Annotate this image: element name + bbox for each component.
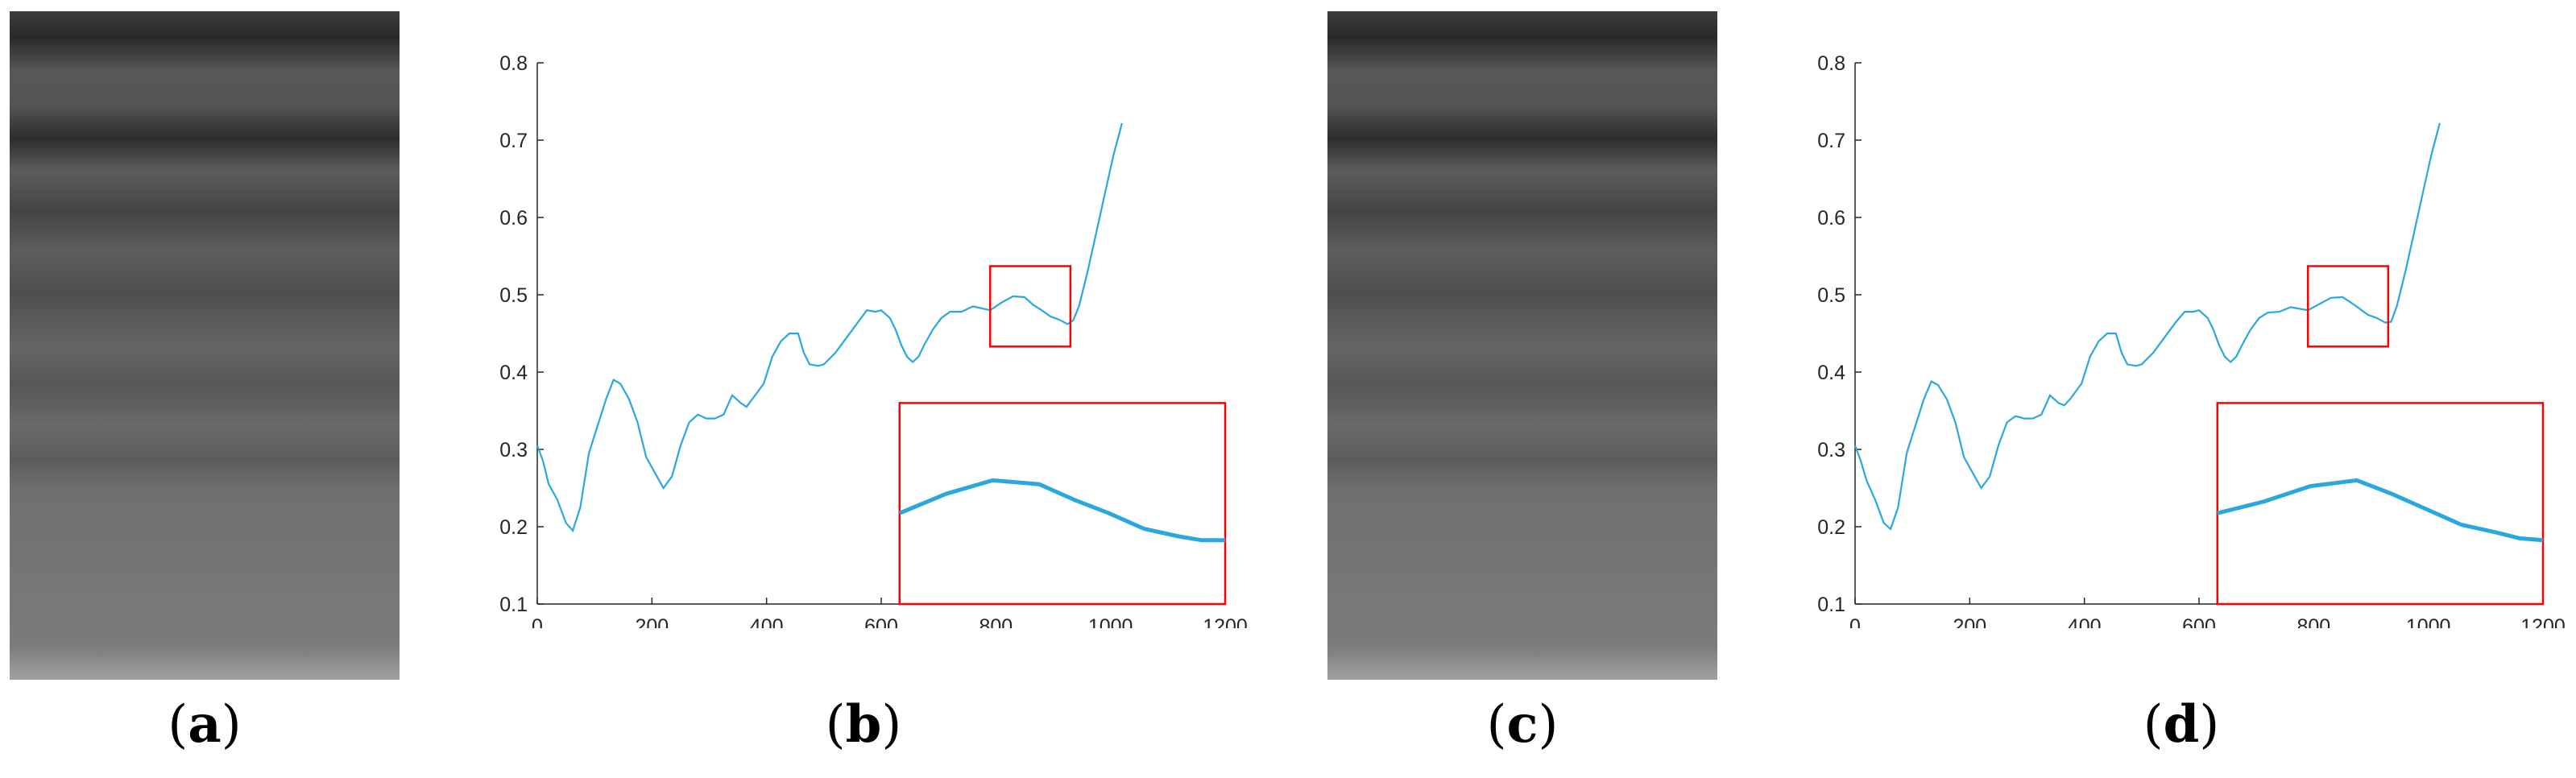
x-tick-label: 1000: [1088, 615, 1133, 628]
caption-a: (a): [168, 694, 242, 755]
grayscale-image-c: [1327, 11, 1717, 680]
y-tick-label: 0.2: [1817, 516, 1845, 539]
x-tick-label: 200: [1953, 615, 1986, 628]
caption-d: (d): [2143, 694, 2220, 755]
y-tick-label: 0.3: [499, 439, 528, 461]
x-tick-label: 600: [2182, 615, 2216, 628]
y-tick-label: 0.7: [1817, 130, 1845, 152]
zoom-region-box: [2306, 265, 2390, 348]
y-tick-label: 0.1: [1817, 594, 1845, 616]
y-tick-label: 0.6: [1817, 207, 1845, 230]
y-tick-label: 0.5: [1817, 284, 1845, 307]
inset-series-line: [898, 478, 1225, 543]
grayscale-image-a: [10, 11, 400, 680]
x-tick-label: 400: [2068, 615, 2102, 628]
series-line: [536, 122, 1123, 532]
x-tick-label: 0: [532, 615, 543, 628]
inset-box: [898, 402, 1227, 606]
x-tick-label: 1000: [2406, 615, 2451, 628]
x-tick-label: 600: [864, 615, 898, 628]
y-tick-label: 0.4: [499, 362, 528, 384]
y-tick-label: 0.8: [499, 52, 528, 75]
x-tick-label: 200: [635, 615, 669, 628]
inset-box: [2216, 402, 2545, 606]
x-tick-label: 1200: [2520, 615, 2566, 628]
y-tick-label: 0.3: [1817, 439, 1845, 461]
x-tick-label: 800: [979, 615, 1013, 628]
series-line: [1853, 122, 2441, 531]
y-tick-label: 0.2: [499, 516, 528, 539]
x-tick-label: 1200: [1203, 615, 1248, 628]
zoom-region-box: [988, 265, 1072, 348]
x-tick-label: 800: [2296, 615, 2330, 628]
y-tick-label: 0.4: [1817, 362, 1845, 384]
y-tick-label: 0.5: [499, 284, 528, 307]
caption-c: (c): [1486, 694, 1559, 755]
x-tick-label: 400: [750, 615, 784, 628]
line-chart-d: 0.1 0.2 0.3 0.4 0.5 0.6 0.7 0.8 0 200 400 600 800 100…: [1817, 52, 2566, 628]
x-tick-label: 0: [1849, 615, 1861, 628]
inset-series-line: [2217, 478, 2544, 543]
y-tick-label: 0.7: [499, 130, 528, 152]
caption-b: (b): [825, 694, 902, 755]
y-tick-label: 0.1: [499, 594, 528, 616]
line-chart-b: 0.1 0.2 0.3 0.4 0.5 0.6 0.7 0.8 0 200 400 600 800 100…: [499, 52, 1248, 628]
y-tick-label: 0.6: [499, 207, 528, 230]
y-tick-label: 0.8: [1817, 52, 1845, 75]
